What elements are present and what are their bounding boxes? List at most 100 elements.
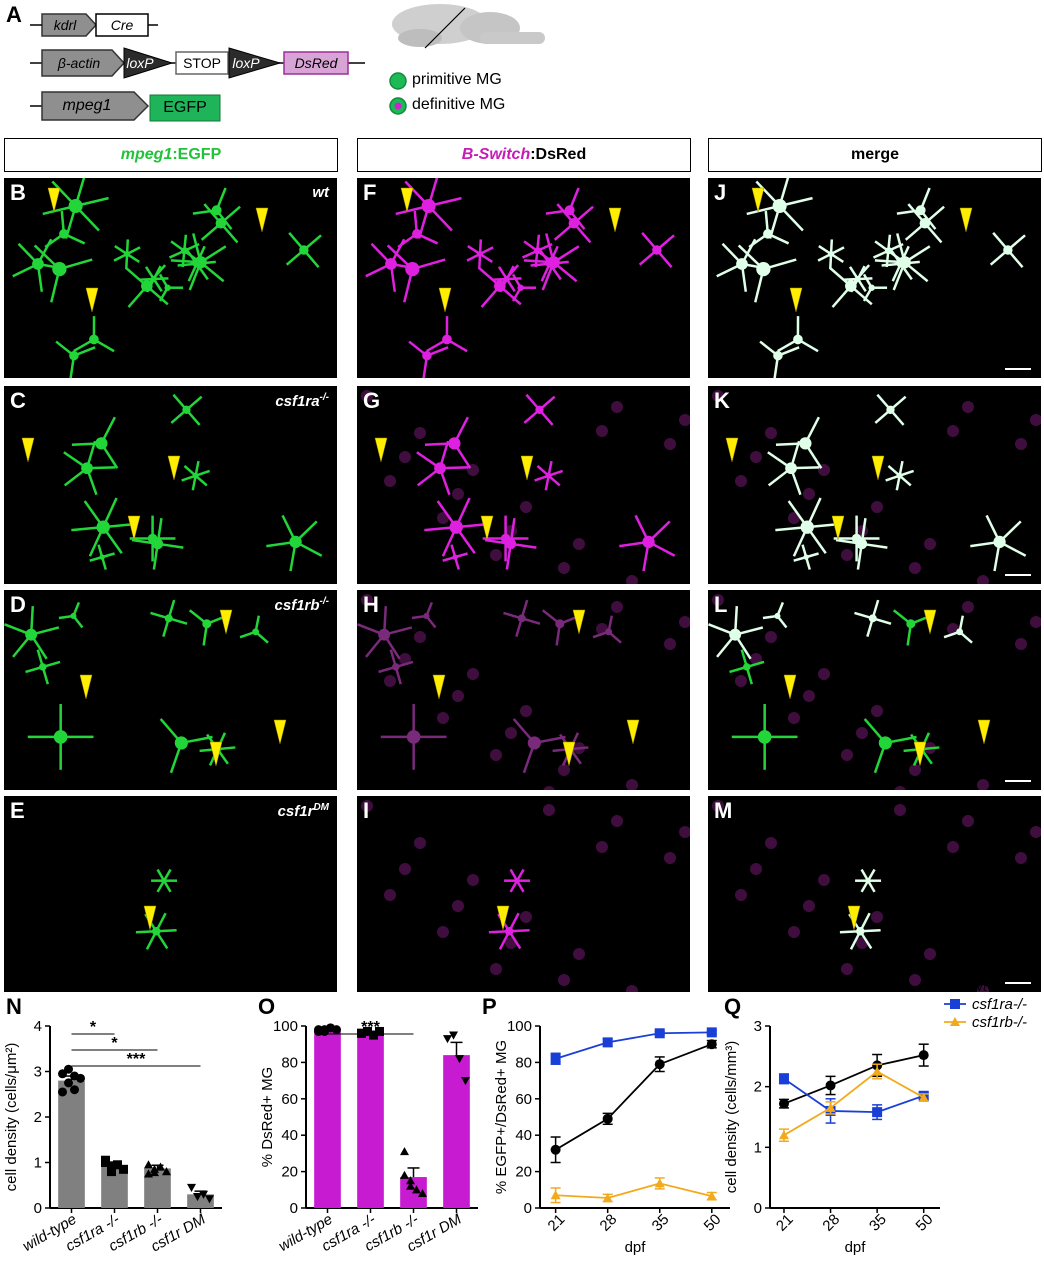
data-point xyxy=(443,1035,452,1044)
legend-label: csf1ra-/- xyxy=(972,996,1027,1013)
y-axis-label: cell density (cells/mm³) xyxy=(723,1041,740,1194)
microglia-cell xyxy=(534,460,564,491)
loxp-triangle-1 xyxy=(123,47,174,79)
data-point xyxy=(58,1087,67,1097)
y-axis-label: cell density (cells/μm²) xyxy=(3,1043,20,1192)
arrowhead-marker xyxy=(480,515,494,541)
chart-letter-o: O xyxy=(258,994,275,1019)
microglia-cell xyxy=(266,514,323,572)
panel-letter-i: I xyxy=(363,798,370,823)
data-point xyxy=(918,1092,929,1102)
microglia-cell xyxy=(365,238,419,292)
bar xyxy=(357,1033,384,1208)
microglia-cell xyxy=(775,497,840,557)
y-tick-label: 2 xyxy=(754,1079,762,1096)
image-panel-f: F xyxy=(357,178,690,378)
data-point xyxy=(778,1130,789,1140)
legend-label: csf1rb-/- xyxy=(972,1014,1027,1031)
y-tick-label: 3 xyxy=(34,1064,42,1081)
arrowhead-marker xyxy=(562,741,576,767)
microglia-cell xyxy=(150,599,188,637)
data-point xyxy=(918,1050,929,1061)
microglia-cell xyxy=(716,238,770,292)
data-point xyxy=(406,1181,415,1190)
kdrl-label: kdrl xyxy=(53,17,77,33)
microglia-cell xyxy=(759,340,800,378)
microglia-cell xyxy=(285,231,322,268)
arrowhead-marker xyxy=(789,287,803,313)
legend-marker xyxy=(950,999,960,1009)
dsred-box xyxy=(283,51,349,75)
data-point xyxy=(150,1164,159,1173)
microglia-cell xyxy=(424,497,489,557)
data-point xyxy=(113,1160,122,1170)
primitive-mg-dot xyxy=(389,72,407,90)
scale-bar xyxy=(1005,368,1031,370)
kdrl-promoter-arrow xyxy=(41,13,98,37)
microglia-cell xyxy=(863,718,917,774)
microglia-cell xyxy=(638,231,675,268)
significance-label: *** xyxy=(361,1019,380,1036)
legend-marker xyxy=(950,1017,960,1026)
column-header-merge: merge xyxy=(708,138,1042,172)
genotype-label: csf1rb-/- xyxy=(274,596,329,614)
y-tick-label: 1 xyxy=(754,1139,762,1156)
microglia-cell xyxy=(411,601,437,629)
microglia-cell xyxy=(731,704,798,770)
arrowhead-marker xyxy=(374,437,388,463)
loxp-label-2: loxP xyxy=(232,55,260,71)
arrowhead-marker xyxy=(79,674,93,700)
dsred-label: DsRed xyxy=(294,55,338,71)
microglia-cell xyxy=(746,178,813,239)
data-point xyxy=(64,1078,73,1088)
data-point xyxy=(369,1030,378,1040)
arrowhead-marker xyxy=(85,287,99,313)
y-tick-label: 40 xyxy=(281,1127,298,1144)
image-panel-g: G xyxy=(357,386,690,584)
microglia-cell xyxy=(885,460,915,491)
data-point xyxy=(550,1144,561,1155)
y-tick-label: 2 xyxy=(34,1109,42,1126)
column-header-dsred: B-Switch:DsRed xyxy=(357,138,691,172)
microglia-cell xyxy=(426,316,468,353)
mpeg1-label: mpeg1 xyxy=(62,97,112,114)
y-axis-label: % DsRed+ MG xyxy=(259,1067,276,1167)
series-line xyxy=(783,1078,924,1114)
microglia-cell xyxy=(12,238,66,292)
microglia-cell xyxy=(793,544,819,570)
arrowhead-marker xyxy=(608,207,622,233)
y-tick-label: 4 xyxy=(34,1018,42,1035)
microglia-cell xyxy=(63,440,116,496)
construct-diagram xyxy=(30,4,545,122)
data-point xyxy=(449,1031,458,1040)
y-tick-label: 40 xyxy=(515,1127,532,1144)
arrowhead-marker xyxy=(209,741,223,767)
microglia-cell xyxy=(829,264,873,308)
data-point xyxy=(654,1059,665,1070)
microglia-cell xyxy=(523,393,556,426)
microglia-cell xyxy=(503,599,541,637)
panel-letter-b: B xyxy=(10,180,26,205)
microglia-cell xyxy=(855,868,882,893)
panel-letter-k: K xyxy=(714,388,730,413)
legend-marker xyxy=(950,981,960,991)
microglia-cell xyxy=(619,514,676,572)
image-panel-j: J xyxy=(708,178,1041,378)
arrowhead-marker xyxy=(871,455,885,481)
data-point xyxy=(602,1037,613,1048)
scale-bar xyxy=(1005,982,1031,984)
microglia-cell xyxy=(762,601,788,629)
arrowhead-marker xyxy=(219,609,233,635)
data-point xyxy=(400,1170,409,1179)
microglia-cell xyxy=(442,544,468,570)
microglia-cell xyxy=(170,233,227,291)
arrowhead-marker xyxy=(496,905,510,931)
data-point xyxy=(455,1055,464,1064)
microglia-cell xyxy=(131,517,184,570)
microglia-cell xyxy=(170,393,203,426)
loxp-label-1: loxP xyxy=(126,55,154,71)
microglia-cell xyxy=(395,178,462,239)
microglia-cell xyxy=(151,868,178,893)
